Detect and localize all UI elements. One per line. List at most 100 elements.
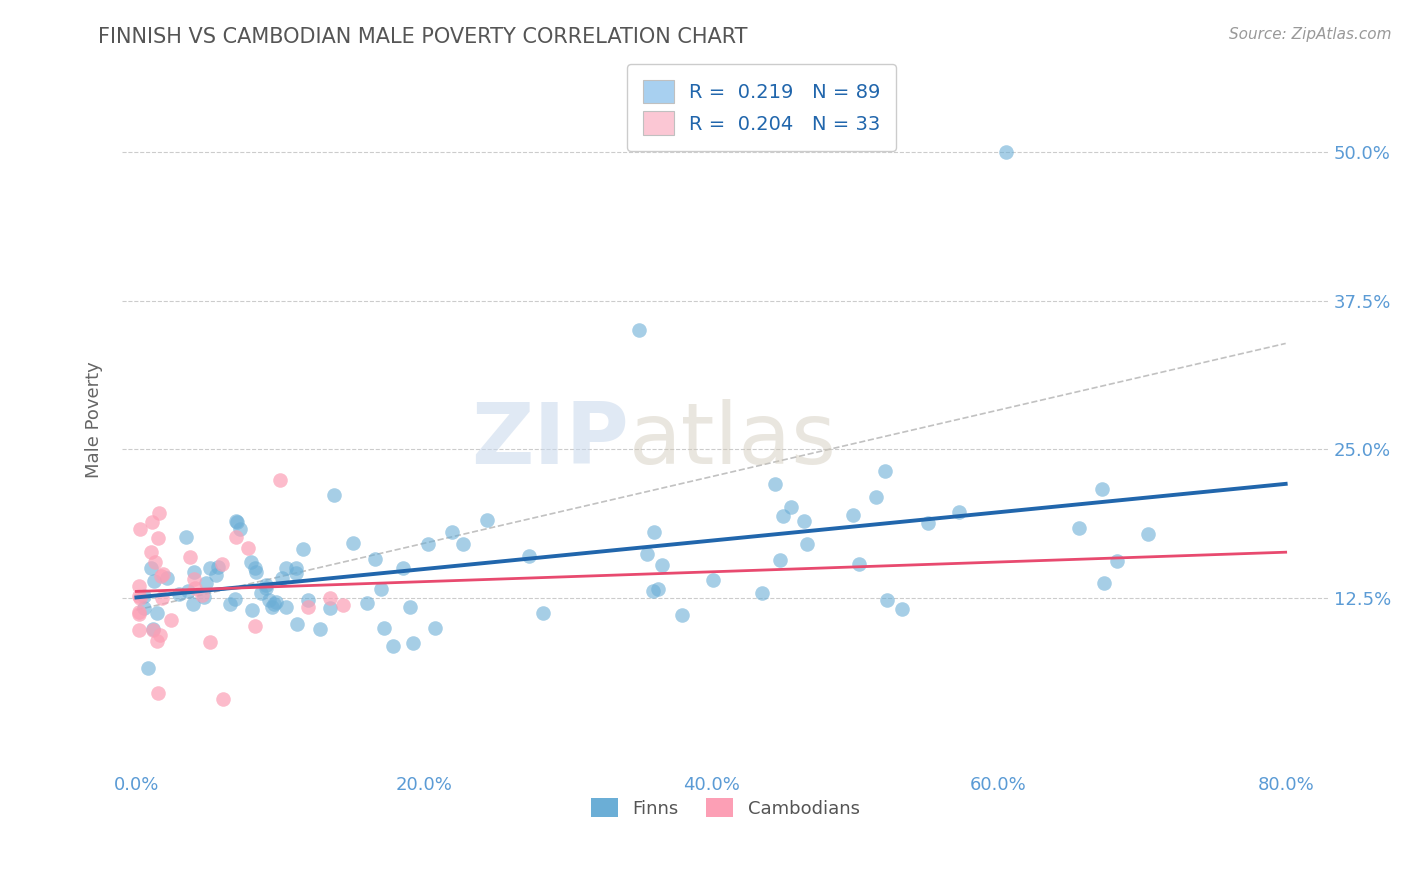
Point <box>285 561 308 575</box>
Point <box>651 558 673 572</box>
Point <box>440 525 463 540</box>
Point <box>1105 554 1128 568</box>
Point <box>297 599 319 614</box>
Point <box>245 566 267 580</box>
Point <box>319 601 342 615</box>
Point <box>132 600 155 615</box>
Point <box>128 579 150 593</box>
Point <box>876 593 898 607</box>
Point <box>146 686 169 700</box>
Point <box>225 514 247 528</box>
Point <box>780 500 803 514</box>
Point <box>793 514 815 528</box>
Point <box>917 516 939 530</box>
Point <box>160 613 183 627</box>
Point <box>184 582 207 596</box>
Point <box>205 567 228 582</box>
Point <box>796 537 818 551</box>
Point <box>671 608 693 623</box>
Point <box>373 621 395 635</box>
Point <box>141 622 163 636</box>
Point <box>948 505 970 519</box>
Point <box>264 595 287 609</box>
Point <box>128 522 150 536</box>
Point <box>270 571 292 585</box>
Point <box>643 584 665 599</box>
Point <box>129 591 152 605</box>
Point <box>531 607 554 621</box>
Point <box>211 557 233 571</box>
Point <box>1136 526 1159 541</box>
Point <box>169 587 191 601</box>
Point <box>198 561 221 575</box>
Text: atlas: atlas <box>628 400 837 483</box>
Point <box>263 598 285 612</box>
Point <box>647 582 669 597</box>
Point <box>229 522 252 536</box>
Point <box>285 617 308 632</box>
Point <box>391 561 413 575</box>
Point <box>128 589 150 603</box>
Point <box>356 596 378 610</box>
Point <box>363 552 385 566</box>
Point <box>257 593 280 607</box>
Point <box>842 508 865 523</box>
Point <box>139 561 162 575</box>
Point <box>416 537 439 551</box>
Point <box>149 628 172 642</box>
Point <box>848 557 870 571</box>
Point <box>643 525 665 540</box>
Point <box>198 635 221 649</box>
Point <box>628 323 651 337</box>
Point <box>245 619 267 633</box>
Point <box>183 565 205 579</box>
Point <box>146 606 169 620</box>
Point <box>141 516 163 530</box>
Point <box>128 607 150 621</box>
Point <box>274 599 297 614</box>
Point <box>156 571 179 585</box>
Point <box>342 535 364 549</box>
Point <box>143 555 166 569</box>
Point <box>269 473 291 487</box>
Text: ZIP: ZIP <box>471 400 628 483</box>
Point <box>308 622 330 636</box>
Point <box>149 569 172 583</box>
Point <box>150 591 173 606</box>
Point <box>146 531 169 545</box>
Point <box>179 549 201 564</box>
Point <box>225 530 247 544</box>
Point <box>1091 482 1114 496</box>
Point <box>249 586 271 600</box>
Point <box>382 640 405 654</box>
Point <box>1092 576 1115 591</box>
Point <box>297 593 319 607</box>
Point <box>177 584 200 599</box>
Point <box>191 588 214 602</box>
Point <box>181 597 204 611</box>
Point <box>240 603 263 617</box>
Point <box>146 634 169 648</box>
Point <box>128 605 150 619</box>
Point <box>332 598 354 612</box>
Point <box>174 530 197 544</box>
Point <box>323 487 346 501</box>
Text: FINNISH VS CAMBODIAN MALE POVERTY CORRELATION CHART: FINNISH VS CAMBODIAN MALE POVERTY CORREL… <box>98 27 748 46</box>
Point <box>517 549 540 563</box>
Point <box>195 575 218 590</box>
Point <box>128 624 150 638</box>
Point <box>636 547 658 561</box>
Text: Source: ZipAtlas.com: Source: ZipAtlas.com <box>1229 27 1392 42</box>
Point <box>769 553 792 567</box>
Point <box>243 560 266 574</box>
Point <box>139 545 162 559</box>
Point <box>319 591 342 606</box>
Point <box>402 636 425 650</box>
Point <box>240 555 263 569</box>
Legend: Finns, Cambodians: Finns, Cambodians <box>583 791 868 825</box>
Point <box>751 586 773 600</box>
Point <box>702 573 724 587</box>
Point <box>224 591 246 606</box>
Point <box>451 536 474 550</box>
Point <box>238 541 260 555</box>
